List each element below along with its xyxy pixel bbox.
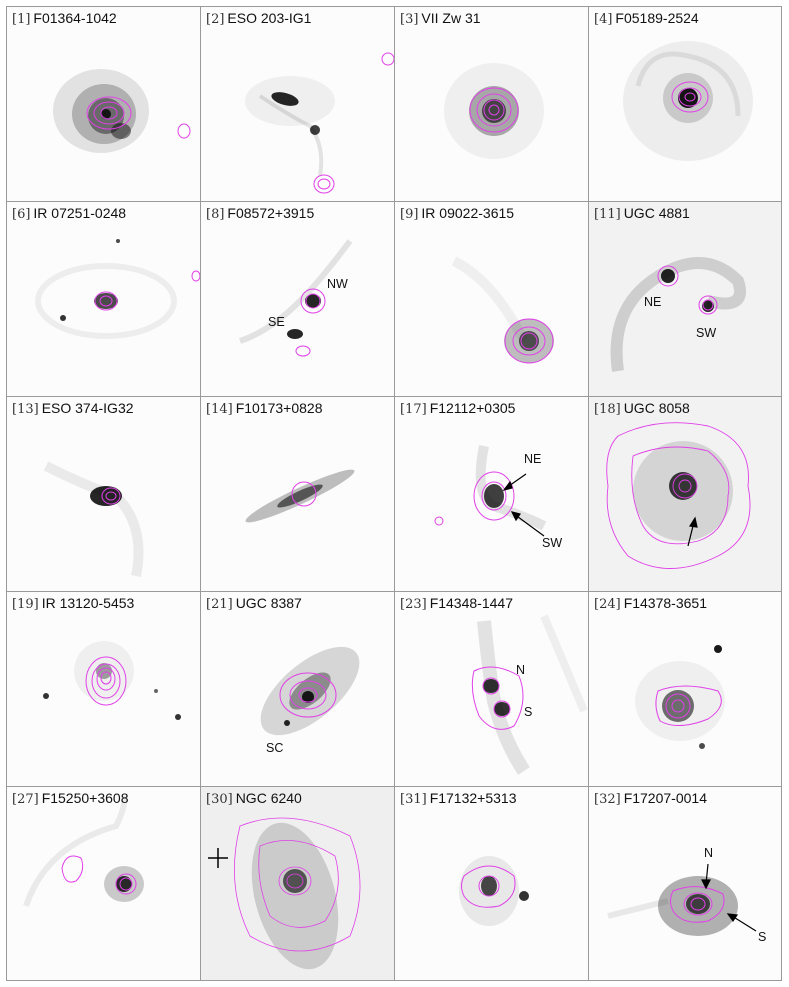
panel-13: [13] ESO 374-IG32 bbox=[6, 396, 200, 591]
panel-title: [21] UGC 8387 bbox=[206, 595, 302, 612]
panel-title: [31] F17132+5313 bbox=[400, 790, 517, 807]
galaxy-image bbox=[245, 52, 394, 194]
label-s: S bbox=[758, 930, 767, 944]
grid-line bbox=[394, 6, 395, 981]
panel-title: [23] F14348-1447 bbox=[400, 595, 513, 612]
panel-1: [1] F01364-1042 bbox=[6, 6, 200, 201]
galaxy-image bbox=[434, 445, 547, 537]
grid-line bbox=[588, 6, 589, 981]
panel-title: [19] IR 13120-5453 bbox=[12, 595, 135, 612]
galaxy-image bbox=[43, 641, 181, 720]
galaxy-image bbox=[459, 856, 529, 926]
panel-title: [9] IR 09022-3615 bbox=[400, 205, 515, 222]
panel-title: [27] F15250+3608 bbox=[12, 790, 129, 807]
star-icon bbox=[208, 848, 228, 868]
panel-14: [14] F10173+0828 bbox=[200, 396, 394, 591]
galaxy-image bbox=[23, 795, 144, 907]
label-ne: NE bbox=[644, 295, 662, 309]
label-ne: NE bbox=[524, 452, 542, 466]
galaxy-image bbox=[53, 69, 191, 153]
galaxy-image bbox=[607, 863, 757, 936]
grid-line bbox=[6, 591, 782, 592]
galaxy-image bbox=[43, 461, 144, 577]
panel-title: [30] NGC 6240 bbox=[206, 790, 302, 807]
panel-21: [21] UGC 8387 SC bbox=[200, 591, 394, 786]
panel-title: [8] F08572+3915 bbox=[206, 205, 315, 222]
panel-30: [30] NGC 6240 bbox=[200, 786, 394, 981]
label-sw: SW bbox=[696, 326, 717, 340]
panel-title: [13] ESO 374-IG32 bbox=[12, 400, 134, 417]
panel-title: [18] UGC 8058 bbox=[594, 400, 690, 417]
panel-title: [3] VII Zw 31 bbox=[400, 10, 481, 27]
panel-title: [17] F12112+0305 bbox=[400, 400, 516, 417]
figure-grid: [1] F01364-1042 [2] ESO 203-IG1 bbox=[6, 6, 782, 981]
panel-23: [23] F14348-1447 N S bbox=[394, 591, 588, 786]
label-nw: NW bbox=[327, 277, 348, 291]
galaxy-image bbox=[35, 239, 200, 339]
panel-17: [17] F12112+0305 NE SW bbox=[394, 396, 588, 591]
panel-title: [24] F14378-3651 bbox=[594, 595, 707, 612]
panel-title: [11] UGC 4881 bbox=[594, 205, 690, 222]
label-n: N bbox=[516, 663, 526, 677]
label-n: N bbox=[704, 846, 714, 860]
panel-title: [14] F10173+0828 bbox=[206, 400, 323, 417]
panel-title: [6] IR 07251-0248 bbox=[12, 205, 127, 222]
panel-title: [2] ESO 203-IG1 bbox=[206, 10, 312, 27]
arrow-icon bbox=[701, 863, 757, 932]
panel-32: [32] F17207-0014 N S bbox=[588, 786, 782, 981]
galaxy-image bbox=[588, 201, 782, 396]
grid-line bbox=[6, 201, 782, 202]
panel-title: [1] F01364-1042 bbox=[12, 10, 117, 27]
galaxy-image bbox=[200, 786, 394, 981]
galaxy-image bbox=[444, 63, 544, 159]
label-sc: SC bbox=[266, 741, 284, 755]
panel-18: [18] UGC 8058 bbox=[588, 396, 782, 591]
galaxy-image bbox=[588, 396, 782, 591]
panel-4: [4] F05189-2524 bbox=[588, 6, 782, 201]
panel-3: [3] VII Zw 31 bbox=[394, 6, 588, 201]
grid-line bbox=[6, 786, 782, 787]
panel-6: [6] IR 07251-0248 bbox=[6, 201, 200, 396]
panel-31: [31] F17132+5313 bbox=[394, 786, 588, 981]
panel-title: [4] F05189-2524 bbox=[594, 10, 699, 27]
galaxy-image bbox=[245, 469, 355, 523]
galaxy-image bbox=[239, 239, 353, 357]
arrow-icon bbox=[502, 473, 545, 537]
panel-24: [24] F14378-3651 bbox=[588, 591, 782, 786]
grid-line bbox=[200, 6, 201, 981]
panel-2: [2] ESO 203-IG1 bbox=[200, 6, 394, 201]
panel-title: [32] F17207-0014 bbox=[594, 790, 707, 807]
panel-8: [8] F08572+3915 NW SE bbox=[200, 201, 394, 396]
label-sw: SW bbox=[542, 536, 563, 550]
panel-19: [19] IR 13120-5453 bbox=[6, 591, 200, 786]
galaxy-image bbox=[260, 646, 360, 736]
label-s: S bbox=[524, 705, 533, 719]
grid-line bbox=[6, 396, 782, 397]
panel-27: [27] F15250+3608 bbox=[6, 786, 200, 981]
arrow-icon bbox=[687, 516, 698, 547]
label-se: SE bbox=[268, 315, 285, 329]
panel-11: [11] UGC 4881 NE SW bbox=[588, 201, 782, 396]
galaxy-image bbox=[635, 645, 725, 749]
panel-9: [9] IR 09022-3615 bbox=[394, 201, 588, 396]
galaxy-image bbox=[623, 41, 753, 161]
galaxy-image bbox=[471, 614, 588, 775]
galaxy-image bbox=[451, 256, 554, 364]
